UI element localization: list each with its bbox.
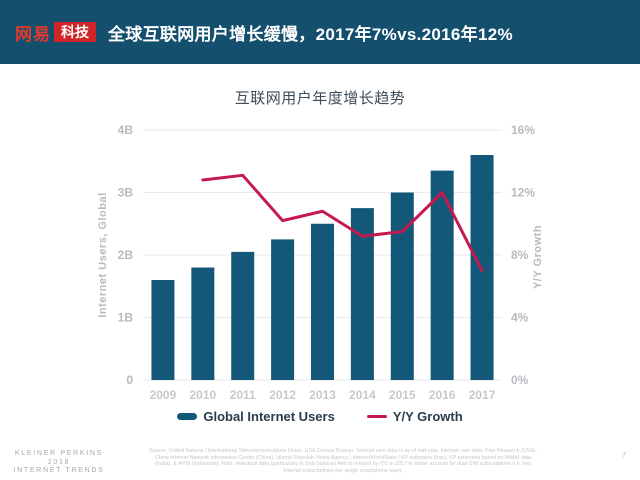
year-label: 2016 [429,388,456,402]
source-note: Source: United Nations / International T… [149,448,537,474]
legend-line-swatch [366,414,387,419]
year-label: 2011 [230,388,256,402]
right-tick-label: 12% [511,186,535,200]
right-tick-label: 0% [511,373,529,387]
year-label: 2017 [469,388,496,402]
bar-2009 [151,280,175,380]
left-tick-label: 1B [118,311,134,325]
year-label: 2012 [269,388,296,402]
brand-line-3: INTERNET TRENDS [13,467,105,474]
page-number: 7 [622,452,626,459]
bar-2016 [430,170,454,380]
legend-item-users: Global Internet Users [177,409,335,424]
year-label: 2014 [349,388,376,402]
netease-tech-logo: 网易 科技 [15,20,96,45]
growth-line [201,173,484,273]
brand-line-1: KLEINER PERKINS [14,450,104,457]
legend-label-growth: Y/Y Growth [392,409,463,424]
bar-2012 [271,239,295,380]
right-tick-label: 8% [511,248,529,262]
header-bar: 网易 科技 全球互联网用户增长缓慢，2017年7%vs.2016年12% [0,0,640,64]
right-tick-label: 16% [511,123,535,137]
brand-line-2: 2018 [47,458,71,466]
year-label: 2015 [389,388,416,402]
bar-2014 [350,208,374,380]
kleiner-perkins-brand: KLEINER PERKINS 2018 INTERNET TRENDS [6,450,112,476]
left-axis-title: Internet Users, Global [97,192,109,317]
legend-bar-swatch [177,413,198,420]
year-label: 2010 [189,388,216,402]
right-axis-title: Y/Y Growth [532,225,544,289]
bar-2015 [390,192,414,380]
chart-title: 互联网用户年度增长趋势 [234,90,406,107]
legend-label-users: Global Internet Users [203,409,335,424]
chart-legend: Global Internet Users Y/Y Growth [0,409,640,424]
bar-2013 [311,223,334,380]
page-title: 全球互联网用户增长缓慢，2017年7%vs.2016年12% [108,24,513,44]
bar-2017 [470,155,494,380]
bar-2011 [231,251,255,380]
right-tick-label: 4% [511,311,529,325]
left-tick-label: 3B [118,186,134,200]
left-tick-label: 4B [118,123,134,137]
left-tick-label: 0 [126,373,133,387]
year-label: 2013 [309,388,336,402]
year-label: 2009 [150,388,177,402]
netease-logo-text: 网易 [15,24,51,44]
tech-logo-badge: 科技 [54,22,96,42]
left-tick-label: 2B [118,248,134,262]
bar-2010 [191,267,215,380]
legend-item-growth: Y/Y Growth [366,409,463,424]
